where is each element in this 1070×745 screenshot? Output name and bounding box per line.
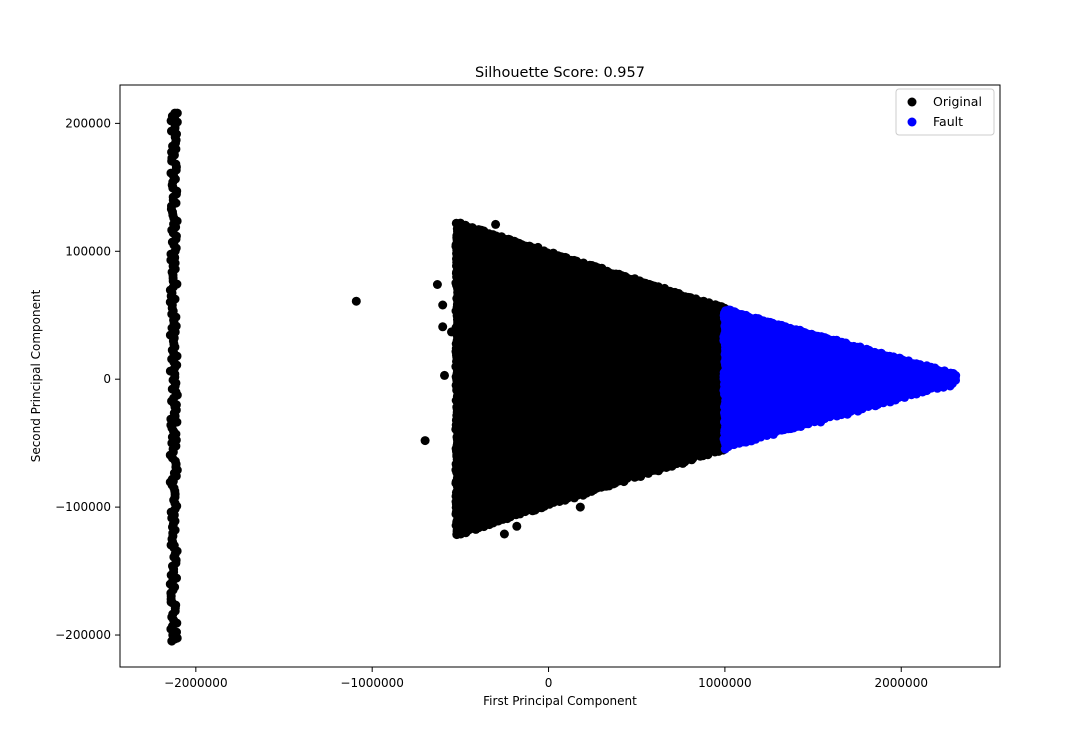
points-layer <box>165 108 961 646</box>
